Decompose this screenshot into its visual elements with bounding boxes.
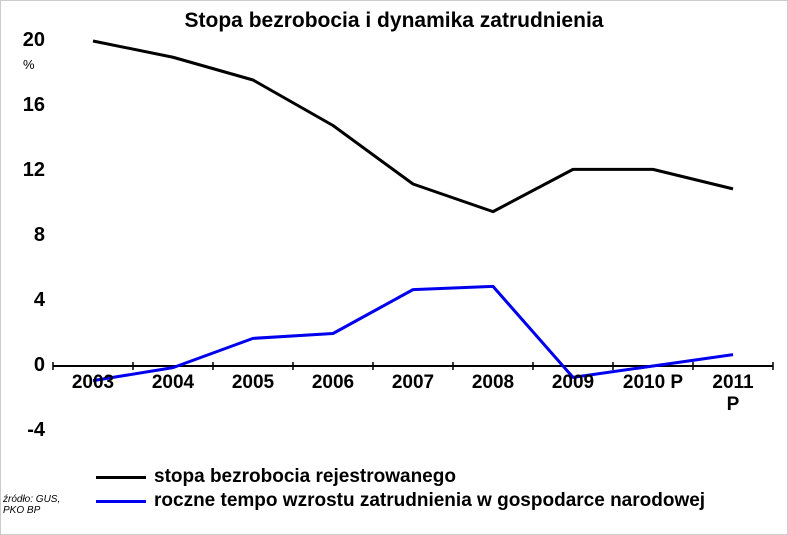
y-tick-label: 8 <box>5 224 45 247</box>
legend-swatch <box>96 500 146 503</box>
legend-label: roczne tempo wzrostu zatrudnienia w gosp… <box>154 490 705 512</box>
source-line1: źródło: GUS, <box>3 494 60 505</box>
legend-item: roczne tempo wzrostu zatrudnienia w gosp… <box>96 490 705 512</box>
x-tick-label: 2007 <box>392 372 434 394</box>
x-tick-label: 2011 P <box>706 372 760 416</box>
source-note: źródło: GUS, PKO BP <box>3 494 73 516</box>
source-line2: PKO BP <box>3 505 40 516</box>
y-tick-label: 16 <box>5 94 45 117</box>
legend-label: stopa bezrobocia rejestrowanego <box>154 466 456 488</box>
series-line <box>93 41 733 212</box>
legend-item: stopa bezrobocia rejestrowanego <box>96 466 705 488</box>
y-tick-label: 4 <box>5 289 45 312</box>
x-tick-label: 2005 <box>232 372 274 394</box>
legend: stopa bezrobocia rejestrowanegoroczne te… <box>96 466 705 514</box>
x-tick-label: 2008 <box>472 372 514 394</box>
x-tick-label: 2009 <box>552 372 594 394</box>
chart-title: Stopa bezrobocia i dynamika zatrudnienia <box>1 9 787 33</box>
y-tick-label: 20 <box>5 29 45 52</box>
x-tick-label: 2010 P <box>623 372 683 394</box>
x-tick-label: 2004 <box>152 372 194 394</box>
y-axis-unit: % <box>23 57 35 72</box>
y-tick-label: -4 <box>5 419 45 442</box>
x-tick-label: 2003 <box>72 372 114 394</box>
y-tick-label: 12 <box>5 159 45 182</box>
x-tick-label: 2006 <box>312 372 354 394</box>
legend-swatch <box>96 476 146 479</box>
y-tick-label: 0 <box>5 354 45 377</box>
